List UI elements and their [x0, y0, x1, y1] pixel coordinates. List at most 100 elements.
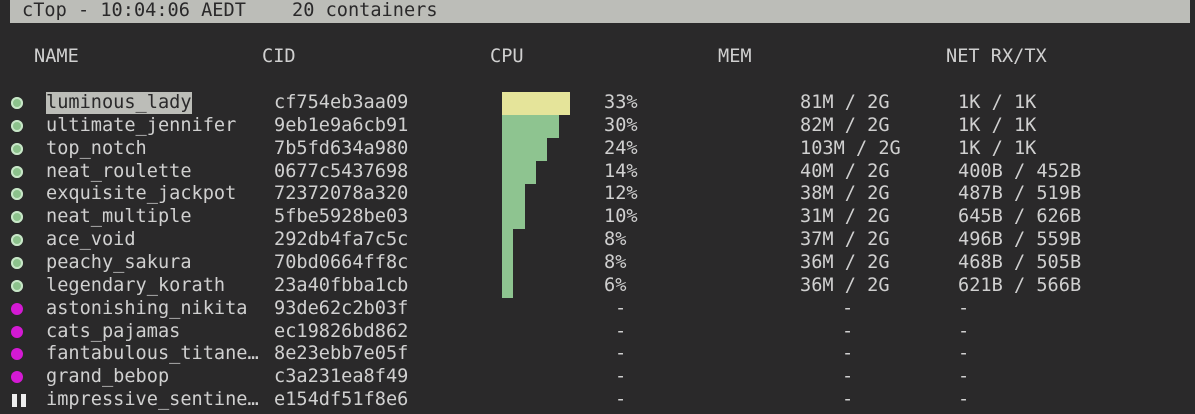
net-rxtx: 1K / 1K [958, 137, 1037, 159]
mem-usage: - [842, 297, 854, 319]
mem-usage: 31M / 2G [800, 206, 890, 228]
mem-usage: 82M / 2G [800, 114, 890, 136]
stopped-status-icon [11, 371, 23, 384]
container-row[interactable]: grand_bebop c3a231ea8f49 - - - [0, 366, 1195, 388]
mem-usage: 38M / 2G [800, 183, 890, 205]
stopped-status-icon [11, 325, 23, 338]
running-status-icon [11, 211, 23, 224]
net-rxtx: 1K / 1K [958, 114, 1037, 136]
container-row[interactable]: cats_pajamas ec19826bd862 - - - [0, 321, 1195, 343]
running-status-icon [11, 119, 23, 132]
container-name: grand_bebop [46, 366, 170, 388]
cpu-percent: - [615, 389, 627, 411]
app-title: cTop - 10:04:06 AEDT [22, 0, 246, 21]
container-cid: 93de62c2b03f [274, 297, 409, 319]
mem-usage: - [842, 343, 854, 365]
container-name: exquisite_jackpot [46, 183, 237, 205]
running-status-icon [11, 142, 23, 155]
mem-usage: 36M / 2G [800, 251, 890, 273]
container-cid: 9eb1e9a6cb91 [274, 114, 409, 136]
running-status-icon [11, 165, 23, 178]
container-row[interactable]: impressive_sentine… e154df51f8e6 - - - [0, 389, 1195, 411]
cpu-bar [502, 92, 570, 115]
mem-usage: 37M / 2G [800, 229, 890, 251]
container-row[interactable]: neat_multiple 5fbe5928be03 10% 31M / 2G 645B… [0, 206, 1195, 230]
container-row[interactable]: top_notch 7b5fd634a980 24% 103M / 2G 1K / 1K [0, 137, 1195, 161]
container-name: ace_void [46, 229, 136, 251]
container-name: ultimate_jennifer [46, 114, 237, 136]
container-cid: 292db4fa7c5c [274, 229, 409, 251]
cpu-bar [502, 114, 559, 138]
net-rxtx: 468B / 505B [958, 251, 1082, 273]
net-rxtx: - [958, 366, 970, 388]
cpu-percent: 8% [604, 229, 627, 251]
container-row[interactable]: neat_roulette 0677c5437698 14% 40M / 2G 400B… [0, 160, 1195, 184]
container-row[interactable]: astonishing_nikita 93de62c2b03f - - - [0, 298, 1195, 320]
cpu-percent: - [615, 343, 627, 365]
mem-usage: - [842, 320, 854, 342]
cpu-percent: - [615, 297, 627, 319]
container-row[interactable]: exquisite_jackpot 72372078a320 12% 38M / 2G… [0, 183, 1195, 207]
header-cid[interactable]: CID [262, 46, 296, 67]
container-name: cats_pajamas [46, 320, 181, 342]
cpu-bar [502, 160, 536, 184]
cpu-percent: - [615, 366, 627, 388]
container-name: neat_multiple [46, 206, 192, 228]
container-row[interactable]: luminous_lady cf754eb3aa09 33% 81M / 2G 1K /… [0, 92, 1195, 115]
net-rxtx: - [958, 343, 970, 365]
container-name: astonishing_nikita [46, 297, 248, 319]
stopped-status-icon [11, 302, 23, 315]
net-rxtx: 1K / 1K [958, 92, 1037, 113]
container-name: neat_roulette [46, 160, 192, 182]
container-cid: 5fbe5928be03 [274, 206, 409, 228]
container-name: impressive_sentine… [46, 389, 259, 411]
mem-usage: - [842, 366, 854, 388]
cpu-percent: 30% [604, 114, 638, 136]
container-cid: 7b5fd634a980 [274, 137, 409, 159]
paused-icon [12, 394, 26, 408]
net-rxtx: - [958, 389, 970, 411]
cpu-percent: 14% [604, 160, 638, 182]
container-cid: ec19826bd862 [274, 320, 409, 342]
container-row[interactable]: ultimate_jennifer 9eb1e9a6cb91 30% 82M / 2G… [0, 114, 1195, 138]
cpu-percent: 6% [604, 274, 627, 296]
mem-usage: 81M / 2G [800, 92, 890, 113]
container-cid: 70bd0664ff8c [274, 251, 409, 273]
net-rxtx: 645B / 626B [958, 206, 1082, 228]
net-rxtx: - [958, 320, 970, 342]
container-name: legendary_korath [46, 274, 226, 296]
mem-usage: 40M / 2G [800, 160, 890, 182]
header-net[interactable]: NET RX/TX [946, 46, 1047, 67]
container-row[interactable]: fantabulous_titane… 8e23ebb7e05f - - - [0, 343, 1195, 365]
stopped-status-icon [11, 348, 23, 361]
container-row[interactable]: legendary_korath 23a40fbba1cb 6% 36M / 2G 62… [0, 274, 1195, 298]
net-rxtx: 400B / 452B [958, 160, 1082, 182]
container-name: luminous_lady [46, 92, 192, 114]
cpu-bar [502, 183, 525, 207]
title-bar: cTop - 10:04:06 AEDT 20 containers [10, 0, 1190, 23]
container-cid: 72372078a320 [274, 183, 409, 205]
running-status-icon [11, 279, 23, 292]
mem-usage: 36M / 2G [800, 274, 890, 296]
running-status-icon [11, 188, 23, 201]
container-name: peachy_sakura [46, 251, 192, 273]
cpu-percent: 8% [604, 251, 627, 273]
header-mem[interactable]: MEM [718, 46, 752, 67]
header-cpu[interactable]: CPU [490, 46, 524, 67]
header-name[interactable]: NAME [34, 46, 79, 67]
cpu-percent: 10% [604, 206, 638, 228]
net-rxtx: 487B / 519B [958, 183, 1082, 205]
container-row[interactable]: ace_void 292db4fa7c5c 8% 37M / 2G 496B / 559… [0, 229, 1195, 253]
cpu-percent: 12% [604, 183, 638, 205]
cpu-bar [502, 229, 514, 253]
running-status-icon [11, 97, 23, 109]
running-status-icon [11, 256, 23, 269]
container-name: top_notch [46, 137, 147, 159]
container-row[interactable]: peachy_sakura 70bd0664ff8c 8% 36M / 2G 468B … [0, 251, 1195, 275]
container-cid: 8e23ebb7e05f [274, 343, 409, 365]
mem-usage: 103M / 2G [800, 137, 901, 159]
cpu-percent: 24% [604, 137, 638, 159]
running-status-icon [11, 234, 23, 247]
cpu-bar [502, 274, 514, 298]
container-count: 20 containers [292, 0, 438, 21]
